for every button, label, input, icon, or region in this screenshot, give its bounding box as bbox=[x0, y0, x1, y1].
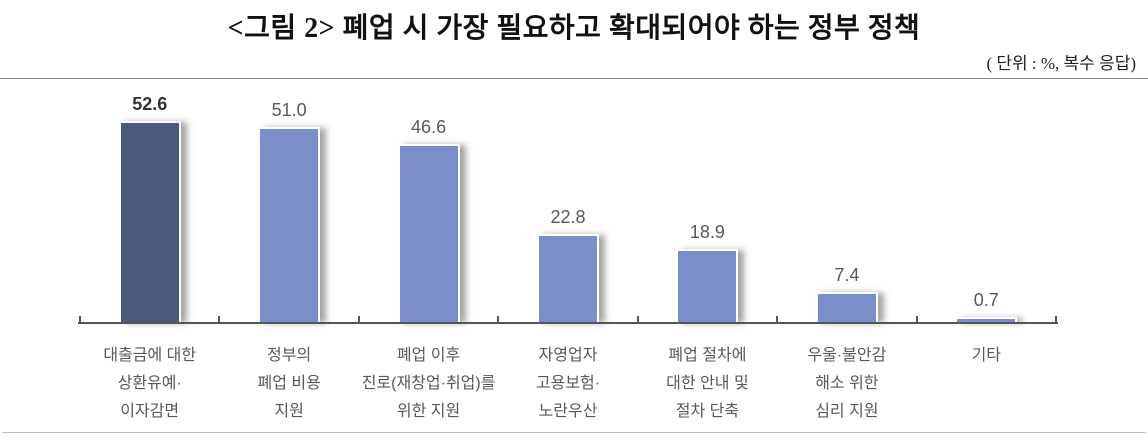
value-label: 7.4 bbox=[834, 265, 860, 285]
axis-tick bbox=[916, 316, 918, 322]
axis-tick bbox=[1055, 316, 1057, 322]
bar-slot: 22.8 bbox=[498, 84, 637, 324]
chart-title: <그림 2> 폐업 시 가장 필요하고 확대되어야 하는 정부 정책 bbox=[227, 13, 921, 44]
bar-slot: 46.6 bbox=[359, 84, 498, 324]
bar-slot: 51.0 bbox=[219, 84, 358, 324]
bar-slot: 18.9 bbox=[638, 84, 777, 324]
value-label: 18.9 bbox=[689, 222, 725, 242]
axis-tick bbox=[218, 316, 220, 322]
category-label: 우울·불안감 해소 위한 심리 지원 bbox=[807, 347, 887, 420]
category-label: 폐업 절차에 대한 안내 및 절차 단축 bbox=[666, 347, 749, 420]
bar-slot: 52.6 bbox=[80, 84, 219, 324]
bar bbox=[676, 249, 739, 322]
value-label: 51.0 bbox=[271, 100, 307, 120]
bar bbox=[258, 127, 321, 322]
category-label: 폐업 이후 진로(재창업·취업)를 위한 지원 bbox=[361, 347, 496, 420]
bar bbox=[815, 292, 878, 322]
axis-tick bbox=[79, 316, 81, 322]
bar bbox=[397, 144, 460, 322]
top-rule bbox=[0, 78, 1148, 79]
category-label: 자영업자 고용보험· 노란우산 bbox=[535, 347, 601, 420]
value-label: 22.8 bbox=[550, 207, 586, 227]
axis-tick bbox=[776, 316, 778, 322]
bar bbox=[955, 317, 1018, 322]
category-label: 대출금에 대한 상환유예· 이자감면 bbox=[103, 347, 197, 420]
unit-note: ( 단위 : %, 복수 응답) bbox=[986, 54, 1136, 73]
bar-slot: 7.4 bbox=[777, 84, 916, 324]
plot-area: 52.6 51.0 46.6 22.8 18.9 7.4 0.7 bbox=[79, 84, 1057, 324]
x-axis-line bbox=[78, 322, 1058, 324]
bar-slot: 0.7 bbox=[917, 84, 1056, 324]
bar bbox=[536, 234, 599, 322]
category-labels-row: 대출금에 대한 상환유예· 이자감면 정부의 폐업 비용 지원 폐업 이후 진로(재… bbox=[80, 342, 1056, 430]
category-label: 정부의 폐업 비용 지원 bbox=[257, 347, 321, 420]
category-label: 기타 bbox=[971, 347, 1002, 364]
axis-tick bbox=[358, 316, 360, 322]
axis-tick bbox=[497, 316, 499, 322]
bottom-rule bbox=[2, 432, 1146, 433]
bar bbox=[118, 121, 181, 322]
value-label: 52.6 bbox=[132, 94, 168, 114]
axis-tick bbox=[637, 316, 639, 322]
value-label: 46.6 bbox=[411, 117, 447, 137]
value-label: 0.7 bbox=[973, 290, 999, 310]
